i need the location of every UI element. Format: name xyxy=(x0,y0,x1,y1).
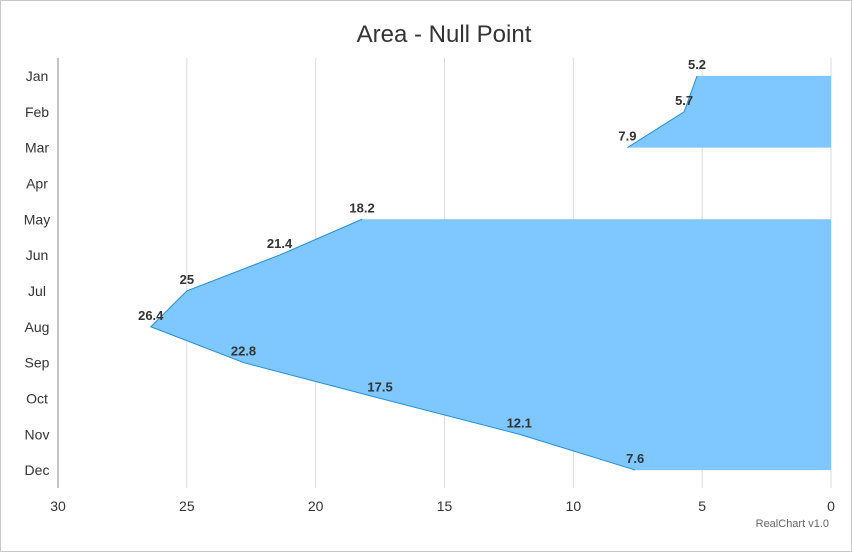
chart-title: Area - Null Point xyxy=(357,21,532,48)
category-tick-label: Apr xyxy=(26,175,48,191)
category-tick-label: Mar xyxy=(25,140,49,156)
axes: 30 25 20 15 10 5 0 Jan Feb Mar Apr May Jun Jul Aug Sep O… xyxy=(24,58,835,514)
data-label: 26.4 xyxy=(138,308,164,323)
category-tick-label: Sep xyxy=(25,355,50,371)
area-line xyxy=(149,218,636,471)
data-label: 7.9 xyxy=(618,129,636,144)
data-label: 12.1 xyxy=(507,415,532,430)
data-label: 21.4 xyxy=(267,236,293,251)
value-tick-label: 30 xyxy=(50,498,66,514)
value-tick-label: 5 xyxy=(698,498,706,514)
data-label: 22.8 xyxy=(231,344,256,359)
category-tick-label: Jan xyxy=(26,68,49,84)
data-label: 25 xyxy=(180,272,194,287)
data-label: 18.2 xyxy=(349,200,374,215)
data-label: 7.6 xyxy=(626,451,644,466)
category-tick-label: May xyxy=(24,211,50,227)
data-labels: 5.2 5.7 7.9 18.2 21.4 25 26.4 22.8 17.5 12.1 7.6 xyxy=(138,57,706,466)
value-tick-label: 0 xyxy=(827,498,835,514)
category-tick-label: Nov xyxy=(25,426,50,442)
category-tick-label: Feb xyxy=(25,104,49,120)
value-tick-label: 20 xyxy=(308,498,324,514)
area-series xyxy=(149,75,831,471)
area-line xyxy=(627,75,698,149)
category-tick-label: Jun xyxy=(26,247,49,263)
data-label: 5.7 xyxy=(675,93,693,108)
category-tick-label: Jul xyxy=(28,283,46,299)
area-segment xyxy=(150,219,831,471)
data-label: 5.2 xyxy=(688,57,706,72)
data-label: 17.5 xyxy=(367,379,392,394)
chart-credit: RealChart v1.0 xyxy=(756,518,829,530)
category-tick-label: Aug xyxy=(25,319,50,335)
value-tick-label: 10 xyxy=(566,498,582,514)
value-tick-label: 25 xyxy=(179,498,195,514)
value-tick-label: 15 xyxy=(437,498,453,514)
category-tick-label: Dec xyxy=(25,462,50,478)
category-tick-label: Oct xyxy=(26,390,48,406)
area-segment xyxy=(627,75,831,148)
